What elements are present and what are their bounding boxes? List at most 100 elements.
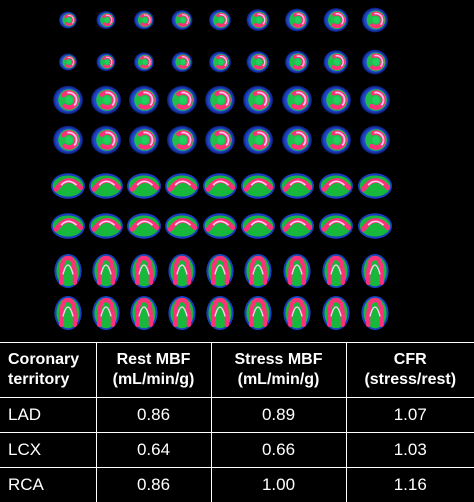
heart-slice-core (374, 91, 385, 107)
heart-slice-core (374, 54, 384, 68)
value-cell: 0.89 (210, 397, 347, 433)
heart-slice-wall (58, 256, 78, 286)
heart-slice-cavity (103, 96, 111, 104)
heart-slice-core (291, 306, 303, 317)
heart-slice-core (98, 180, 116, 186)
value-cell: 0.86 (95, 397, 212, 433)
heart-slice-wall (134, 298, 154, 328)
heart-slice-core (257, 13, 266, 25)
heart-slice-wall (172, 298, 192, 328)
heart-slice-core (105, 14, 113, 24)
heart-slice-wall (58, 298, 78, 328)
header-cell: Stress MBF (mL/min/g) (210, 342, 347, 398)
heart-slice-core (60, 180, 78, 186)
heart-slice-core (100, 264, 112, 275)
heart-slice-core (289, 180, 307, 186)
heart-slice-wall (205, 178, 236, 192)
heart-slice-core (296, 91, 307, 107)
heart-slice-cavity (255, 96, 263, 104)
heart-slice-cavity (66, 59, 72, 65)
heart-slice-wall (172, 256, 192, 286)
heart-slice-wall (326, 256, 346, 286)
heart-slice-core (181, 56, 189, 67)
heart-slice-core (367, 180, 385, 186)
heart-slice-core (257, 131, 268, 147)
value-cell: 1.07 (345, 397, 474, 433)
table-row: LAD 0.86 0.89 1.07 (0, 397, 474, 433)
heart-slice-core (369, 306, 381, 317)
heart-slice-wall (205, 218, 236, 232)
heart-slice-wall (282, 218, 313, 232)
heart-slice-cavity (372, 96, 380, 104)
heart-slice-core (250, 220, 268, 226)
heart-slice-cavity (295, 17, 301, 23)
heart-slice-cavity (256, 17, 262, 23)
heart-slice-wall (326, 298, 346, 328)
heart-slice-wall (96, 256, 116, 286)
heart-slice-core (143, 91, 154, 107)
table-body: LAD 0.86 0.89 1.07 LCX 0.64 0.66 1.03 RCA 0.86 1.0… (0, 397, 474, 502)
heart-slice-core (250, 180, 268, 186)
heart-slice-cavity (217, 136, 225, 144)
heart-slice-core (136, 220, 154, 226)
heart-slice-cavity (66, 17, 72, 23)
heart-slice-core (252, 264, 264, 275)
heart-slice-cavity (217, 96, 225, 104)
heart-slice-wall (287, 298, 307, 328)
value-cell: 0.66 (210, 432, 347, 468)
heart-slice-core (328, 220, 346, 226)
heart-slice-core (335, 55, 344, 68)
heart-slice-core (289, 220, 307, 226)
heart-slice-core (60, 220, 78, 226)
heart-slice-core (138, 264, 150, 275)
heart-slice-cavity (333, 96, 341, 104)
heart-slice-core (214, 306, 226, 317)
heart-slice-core (296, 55, 305, 67)
heart-slice-wall (282, 178, 313, 192)
heart-slice-core (174, 220, 192, 226)
table-row: RCA 0.86 1.00 1.16 (0, 467, 474, 502)
heart-slice-core (176, 264, 188, 275)
heart-slice-core (181, 91, 192, 107)
heart-slice-core (214, 264, 226, 275)
heart-slice-core (136, 180, 154, 186)
value-cell: 0.64 (95, 432, 212, 468)
heart-slice-wall (243, 178, 274, 192)
header-cell: Rest MBF (mL/min/g) (95, 342, 212, 398)
heart-slice-cavity (218, 17, 224, 23)
pet-image-panel (51, 7, 392, 330)
heart-slice-core (174, 180, 192, 186)
heart-slice-core (143, 14, 151, 25)
heart-slice-wall (210, 256, 230, 286)
heart-slice-core (105, 91, 116, 107)
heart-slice-cavity (294, 136, 302, 144)
heart-slice-cavity (295, 59, 301, 65)
mbf-table: Coronary territory Rest MBF (mL/min/g) S… (0, 342, 474, 502)
heart-slice-core (143, 56, 151, 67)
value-cell: 1.16 (345, 467, 474, 502)
territory-cell: RCA (0, 467, 97, 502)
heart-slice-cavity (218, 59, 224, 65)
heart-slice-core (67, 131, 78, 147)
heart-slice-wall (360, 178, 391, 192)
heart-slice-wall (248, 298, 268, 328)
heart-slice-cavity (103, 136, 111, 144)
heart-slice-core (212, 180, 230, 186)
heart-slice-core (62, 306, 74, 317)
heart-slice-core (296, 131, 307, 147)
heart-slice-core (367, 220, 385, 226)
heart-slice-wall (243, 218, 274, 232)
header-cell: Coronary territory (0, 342, 97, 398)
value-cell: 1.00 (210, 467, 347, 502)
heart-slice-wall (134, 256, 154, 286)
heart-slice-cavity (141, 96, 149, 104)
heart-slice-cavity (256, 59, 262, 65)
heart-slice-core (138, 306, 150, 317)
heart-slice-core (257, 91, 268, 107)
heart-slice-cavity (65, 96, 73, 104)
heart-slice-wall (365, 298, 385, 328)
table-row: LCX 0.64 0.66 1.03 (0, 432, 474, 468)
heart-slice-wall (53, 218, 84, 232)
heart-slice-core (98, 220, 116, 226)
header-row: Coronary territory Rest MBF (mL/min/g) S… (0, 342, 474, 398)
